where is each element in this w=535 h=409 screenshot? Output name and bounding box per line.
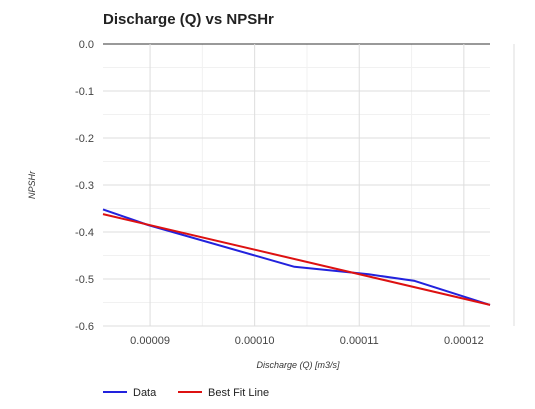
- tick-labels: 0.0 -0.1 -0.2 -0.3 -0.4 -0.5 -0.6 0.00009 0.0001…: [75, 39, 484, 347]
- y-tick-label: 0.0: [79, 39, 94, 51]
- y-tick-label: -0.6: [75, 321, 94, 333]
- y-tick-label: -0.4: [75, 227, 94, 239]
- y-tick-label: -0.3: [75, 180, 94, 192]
- series-line-best-fit-line: [102, 213, 491, 306]
- x-tick-label: 0.00012: [444, 335, 484, 347]
- y-axis-label: NPSHr: [27, 170, 37, 199]
- legend: Data Best Fit Line: [103, 387, 269, 399]
- legend-label: Best Fit Line: [208, 387, 269, 399]
- legend-label: Data: [133, 387, 157, 399]
- x-axis-label: Discharge (Q) [m3/s]: [256, 360, 340, 370]
- y-tick-label: -0.5: [75, 274, 94, 286]
- x-tick-label: 0.00009: [130, 335, 170, 347]
- y-tick-label: -0.1: [75, 86, 94, 98]
- x-tick-label: 0.00011: [340, 335, 379, 347]
- chart-title: Discharge (Q) vs NPSHr: [103, 11, 274, 28]
- grid: [103, 43, 490, 327]
- x-tick-label: 0.00010: [235, 335, 275, 347]
- series-lines: [102, 208, 491, 306]
- y-tick-label: -0.2: [75, 133, 94, 145]
